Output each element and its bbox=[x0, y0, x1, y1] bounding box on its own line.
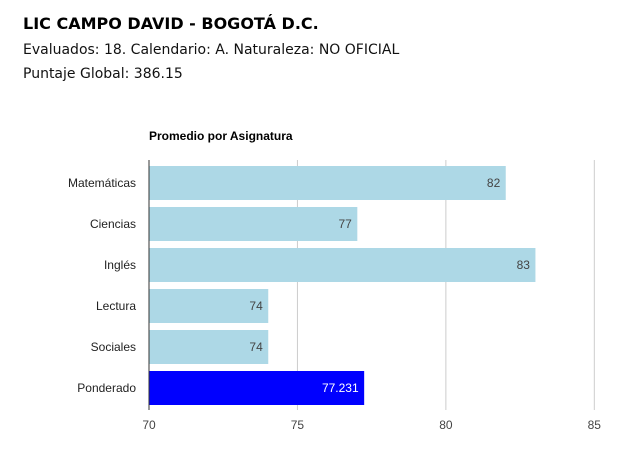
bar-2 bbox=[149, 248, 536, 282]
tick-label-75: 75 bbox=[291, 418, 305, 432]
bar-value-label-3: 74 bbox=[249, 299, 263, 313]
x-axis-ticks: 70 75 80 85 bbox=[142, 418, 601, 432]
category-label-4: Sociales bbox=[91, 340, 136, 354]
evaluation-info: Evaluados: 18. Calendario: A. Naturaleza… bbox=[23, 42, 400, 58]
bar-1 bbox=[149, 207, 358, 241]
grid-lines bbox=[148, 160, 595, 410]
category-label-1: Ciencias bbox=[90, 217, 136, 231]
bar-value-label-0: 82 bbox=[487, 176, 501, 190]
tick-label-70: 70 bbox=[142, 418, 156, 432]
global-score: Puntaje Global: 386.15 bbox=[23, 66, 183, 82]
bars: 82 77 83 74 74 77.231 bbox=[149, 166, 536, 405]
bar-5 bbox=[149, 371, 365, 405]
category-label-0: Matemáticas bbox=[68, 176, 136, 190]
bar-value-label-2: 83 bbox=[517, 258, 531, 272]
category-label-2: Inglés bbox=[104, 258, 136, 272]
bar-4 bbox=[149, 330, 269, 364]
bar-0 bbox=[149, 166, 506, 200]
chart-title: Promedio por Asignatura bbox=[149, 129, 293, 143]
bar-value-label-1: 77 bbox=[338, 217, 352, 231]
bar-value-label-4: 74 bbox=[249, 340, 263, 354]
category-labels: Matemáticas Ciencias Inglés Lectura Sociales… bbox=[68, 176, 136, 395]
school-title: LIC CAMPO DAVID - BOGOTÁ D.C. bbox=[23, 14, 319, 33]
bar-3 bbox=[149, 289, 269, 323]
tick-label-85: 85 bbox=[588, 418, 602, 432]
category-label-5: Ponderado bbox=[77, 381, 136, 395]
category-label-3: Lectura bbox=[96, 299, 136, 313]
bar-value-label-5: 77.231 bbox=[322, 381, 359, 395]
tick-label-80: 80 bbox=[439, 418, 453, 432]
